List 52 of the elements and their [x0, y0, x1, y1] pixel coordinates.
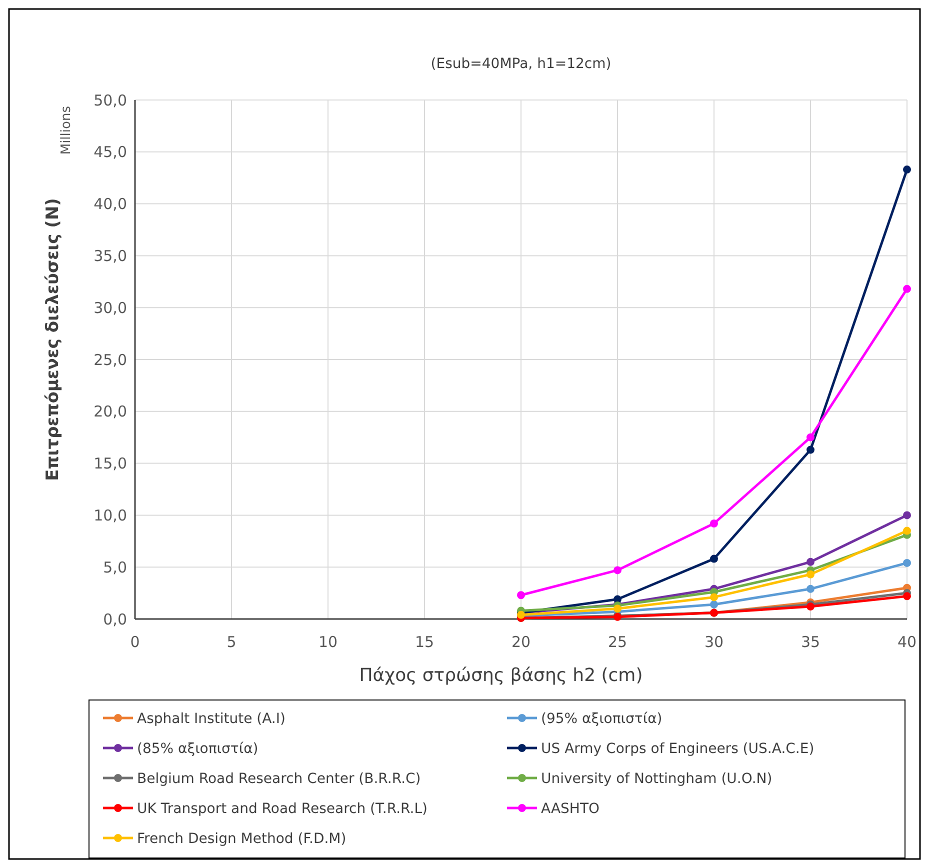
- text: Millions: [59, 106, 74, 155]
- y-tick-label: 20,0: [94, 402, 127, 421]
- legend-label: (85% αξιοπιστία): [137, 740, 258, 757]
- point: [806, 433, 814, 442]
- x-tick-label: 25: [608, 633, 628, 651]
- y-tick-label: 30,0: [94, 298, 127, 317]
- y-tick-label: 45,0: [94, 143, 127, 162]
- point: [517, 591, 525, 600]
- legend-label: University of Nottingham (U.O.N): [541, 770, 772, 787]
- point: [903, 592, 911, 600]
- y-tick-label: 5,0: [103, 558, 127, 576]
- chart-title: (Esub=40MPa, h1=12cm): [430, 56, 612, 72]
- y-tick-label: 10,0: [94, 506, 127, 524]
- x-tick-label: 40: [897, 633, 917, 651]
- point: [903, 284, 911, 293]
- x-tick-label: 10: [318, 633, 338, 651]
- legend-label: UK Transport and Road Research (T.R.R.L): [137, 800, 428, 817]
- point: [710, 593, 718, 602]
- point: [903, 511, 911, 520]
- point: [614, 566, 622, 574]
- y-tick-label: 25,0: [94, 350, 127, 369]
- y-axis-title: Επιτρεπόμενες διελεύσεις (N): [43, 198, 63, 481]
- point: [710, 600, 718, 608]
- x-tick-label: 0: [130, 633, 140, 651]
- y-tick-label: 0,0: [103, 610, 127, 628]
- point: [710, 554, 718, 563]
- legend-label: French Design Method (F.D.M): [137, 830, 346, 847]
- x-axis-title: Πάχος στρώσης βάσης h2 (cm): [359, 665, 643, 686]
- y-tick-label: 50,0: [94, 91, 127, 110]
- x-tick-label: 35: [800, 633, 820, 651]
- x-tick-label: 5: [226, 633, 236, 651]
- x-tick-label: 20: [511, 633, 531, 651]
- legend-label: Belgium Road Research Center (B.R.R.C): [137, 770, 421, 787]
- x-tick-label: 30: [704, 633, 724, 651]
- x-tick-label: 15: [414, 633, 434, 651]
- legend-label: AASHTO: [541, 800, 600, 817]
- point: [710, 520, 718, 528]
- legend-label: (95% αξιοπιστία): [541, 710, 662, 727]
- legend-label: US Army Corps of Engineers (US.A.C.E): [541, 740, 814, 757]
- point: [614, 604, 622, 613]
- point: [806, 558, 814, 566]
- point: [903, 166, 911, 174]
- y-tick-label: 40,0: [94, 195, 127, 214]
- y-tick-label: 15,0: [94, 454, 127, 473]
- legend-label: Asphalt Institute (A.I): [137, 710, 286, 727]
- point: [806, 570, 814, 578]
- point: [903, 558, 911, 567]
- point: [806, 584, 814, 593]
- point: [806, 446, 814, 454]
- point: [806, 602, 814, 611]
- point: [903, 526, 911, 535]
- y-tick-label: 35,0: [94, 246, 127, 265]
